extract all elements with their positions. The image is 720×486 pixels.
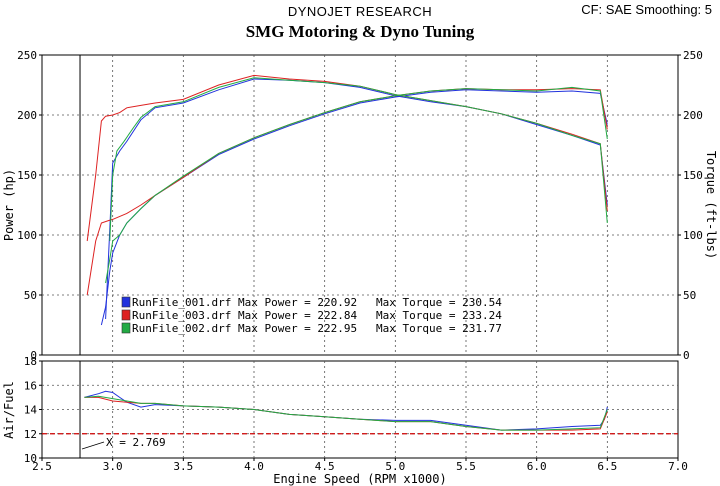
rpm-tick-label: 5.5 (456, 460, 476, 473)
series-runfile-003-drf-torque (86, 74, 608, 242)
legend-torque-label: Max Torque = 233.24 (376, 309, 502, 322)
power-torque-series (86, 74, 608, 326)
rpm-axis-label: Engine Speed (RPM x1000) (273, 472, 446, 486)
air-fuel-panel: 10 12 14 16 18 X = 2.769 Air/Fuel 2.5 3.0 3.5 4.… (2, 355, 688, 486)
rpm-tick-label: 3.5 (173, 460, 193, 473)
legend: RunFile_001.drf Max Power = 220.92 Max To… (121, 296, 502, 335)
rpm-tick-label: 4.0 (244, 460, 264, 473)
power-tick-label: 250 (17, 49, 37, 62)
legend-power-label: RunFile_001.drf Max Power = 220.92 (132, 296, 357, 309)
rpm-tick-label: 5.0 (385, 460, 405, 473)
torque-tick-label: 250 (683, 49, 703, 62)
afr-tick-label: 18 (24, 355, 37, 368)
series-runfile-001-drf-power (100, 89, 608, 326)
power-tick-label: 100 (17, 229, 37, 242)
rpm-tick-label: 4.5 (315, 460, 335, 473)
legend-swatch (121, 309, 131, 321)
power-grid (42, 55, 678, 355)
torque-tick-label: 200 (683, 109, 703, 122)
torque-tick-label: 50 (683, 289, 696, 302)
afr-ticks: 10 12 14 16 18 X = 2.769 (24, 355, 166, 465)
legend-torque-label: Max Torque = 231.77 (376, 322, 502, 335)
series-runfile-003-drf-power (86, 88, 608, 296)
torque-tick-label: 150 (683, 169, 703, 182)
rpm-tick-label: 6.5 (597, 460, 617, 473)
rpm-tick-label: 2.5 (32, 460, 52, 473)
series-runfile-002-drf-torque (109, 77, 608, 242)
power-ticks: 0 50 100 150 200 250 0 50 100 150 200 250 (17, 49, 703, 362)
power-tick-label: 200 (17, 109, 37, 122)
cursor-label-leader (81, 441, 105, 450)
shop-name-subtitle: SMG Motoring & Dyno Tuning (245, 22, 475, 41)
afr-tick-label: 12 (24, 428, 37, 441)
afr-series-runfile-003-drf (84, 396, 608, 431)
legend-swatch (121, 322, 131, 334)
afr-axis-label: Air/Fuel (2, 381, 16, 439)
afr-tick-label: 14 (24, 404, 38, 417)
power-torque-panel: 0 50 100 150 200 250 0 50 100 150 200 250 Power (hp… (2, 49, 718, 362)
torque-tick-label: 0 (683, 349, 690, 362)
legend-power-label: RunFile_003.drf Max Power = 222.84 (132, 309, 358, 322)
correction-settings: CF: SAE Smoothing: 5 (581, 2, 712, 17)
power-tick-label: 150 (17, 169, 37, 182)
legend-power-label: RunFile_002.drf Max Power = 222.95 (132, 322, 357, 335)
afr-series-runfile-002-drf (84, 395, 608, 431)
series-runfile-002-drf-power (105, 86, 608, 284)
rpm-tick-label: 7.0 (668, 460, 688, 473)
power-axis-label: Power (hp) (2, 169, 16, 241)
rpm-tick-label: 3.0 (103, 460, 123, 473)
power-tick-label: 0 (30, 349, 37, 362)
afr-grid (42, 361, 678, 458)
afr-series-runfile-001-drf (84, 390, 608, 431)
legend-torque-label: Max Torque = 230.54 (376, 296, 502, 309)
rpm-tick-label: 6.0 (527, 460, 547, 473)
rpm-ticks: 2.5 3.0 3.5 4.0 4.5 5.0 5.5 6.0 6.5 7.0 (32, 458, 688, 473)
torque-tick-label: 100 (683, 229, 703, 242)
afr-tick-label: 10 (24, 452, 37, 465)
torque-axis-label: Torque (ft-lbs) (704, 151, 718, 259)
power-tick-label: 50 (24, 289, 37, 302)
afr-series (84, 390, 608, 431)
report-title: DYNOJET RESEARCH (287, 4, 433, 19)
power-plot-frame (41, 54, 679, 356)
afr-tick-label: 16 (24, 379, 37, 392)
legend-swatch (121, 296, 131, 308)
cursor-value-label: X = 2.769 (106, 436, 166, 449)
